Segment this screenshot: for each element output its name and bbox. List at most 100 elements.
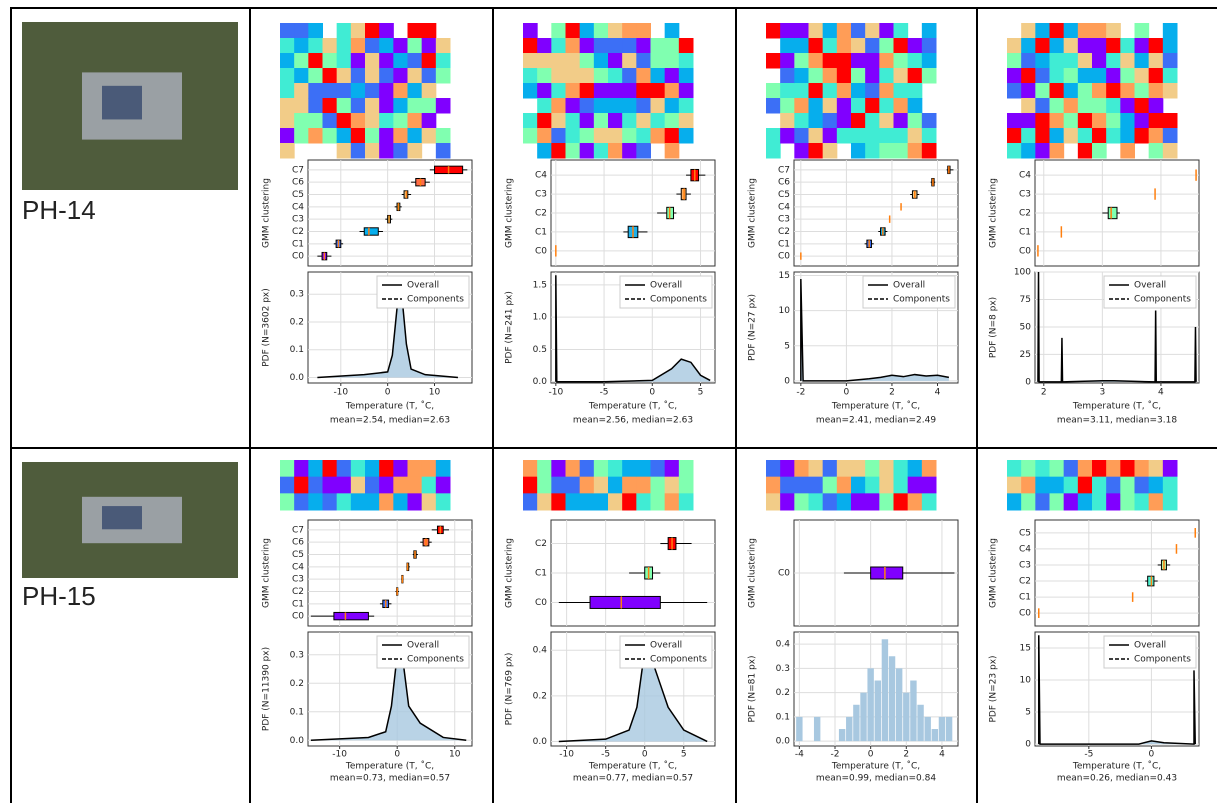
y-axis-label: GMM clustering: [989, 178, 999, 248]
legend-label: Overall: [650, 641, 682, 651]
heatmap-cell: [1077, 38, 1093, 54]
heatmap-cell: [636, 38, 651, 54]
heatmap-cell: [322, 128, 338, 144]
heatmap-cell: [907, 113, 923, 129]
heatmap-cell: [608, 98, 623, 114]
y-tick-label: 0.5: [533, 345, 547, 355]
category-label: C7: [292, 525, 304, 535]
box-axes: [307, 159, 473, 267]
heatmap-cell: [636, 460, 651, 478]
heatmap-cell: [1035, 83, 1050, 99]
y-tick-label: 10: [779, 306, 791, 316]
histogram-bar: [867, 668, 874, 742]
y-tick-label: 0.2: [290, 317, 304, 327]
heatmap-cell: [523, 493, 538, 511]
heatmap-cell: [1148, 53, 1164, 69]
y-tick-label: 10: [1020, 676, 1032, 686]
heatmap-cell: [350, 98, 366, 114]
heatmap-cell: [565, 460, 581, 478]
heatmap-cell: [350, 143, 366, 159]
heatmap-cell: [1148, 38, 1164, 54]
heatmap-cell: [365, 128, 380, 144]
heatmap-cell: [336, 98, 352, 114]
heatmap-cell: [664, 493, 680, 511]
heatmap-cell: [350, 53, 366, 69]
category-label: C1: [535, 227, 547, 237]
heatmap-cell: [1106, 128, 1121, 144]
heatmap-cell: [822, 98, 838, 114]
heatmap-cell: [350, 38, 366, 54]
histogram-bar: [838, 729, 846, 742]
heatmap-cell: [523, 23, 538, 39]
heatmap-cell: [780, 493, 795, 511]
category-label: C5: [292, 550, 304, 560]
category-label: C2: [535, 209, 547, 219]
heatmap-cell: [407, 143, 423, 159]
pdf-axes: [793, 631, 959, 747]
y-axis-label: PDF (N=27 px): [748, 294, 758, 361]
heatmap-cell: [1077, 23, 1093, 39]
heatmap-cell: [608, 460, 623, 478]
x-tick-label: 0: [1149, 750, 1155, 760]
heatmap-cell: [537, 53, 552, 69]
heatmap-cell: [322, 83, 338, 99]
heatmap-cell: [664, 98, 680, 114]
heatmap-cell: [608, 83, 623, 99]
heatmap-cell: [308, 83, 323, 99]
heatmap-cell: [537, 98, 552, 114]
heatmap-cell: [650, 460, 666, 478]
stats-label: mean=0.77, median=0.57: [573, 774, 693, 784]
heatmap-cell: [1092, 83, 1107, 99]
heatmap-cell: [393, 493, 408, 511]
heatmap-cell: [336, 113, 352, 129]
heatmap-cell: [907, 460, 923, 478]
heatmap-cell: [365, 113, 380, 129]
heatmap-cell: [407, 128, 423, 144]
heatmap-cell: [836, 113, 852, 129]
heatmap-cell: [1148, 113, 1164, 129]
legend-box: [619, 635, 713, 669]
heatmap-cell: [650, 113, 666, 129]
heatmap-cell: [551, 23, 566, 39]
heatmap-cell: [808, 53, 824, 69]
heatmap-cell: [336, 143, 352, 159]
heatmap-cell: [678, 476, 694, 494]
heatmap-cell: [608, 38, 623, 54]
heatmap-cell: [1063, 460, 1079, 478]
box: [1107, 206, 1118, 220]
heatmap-cell: [537, 493, 552, 511]
box-axes: [1034, 519, 1200, 627]
heatmap-cell: [421, 53, 437, 69]
heatmap-cell: [393, 83, 408, 99]
heatmap-cell: [664, 143, 680, 159]
heatmap-cell: [1134, 98, 1150, 114]
heatmap-cell: [678, 53, 694, 69]
heatmap-cell: [780, 68, 795, 84]
heatmap-cell: [393, 460, 408, 478]
heatmap-cell: [636, 476, 651, 494]
heatmap-cell: [1063, 23, 1079, 39]
heatmap-cell: [836, 68, 852, 84]
y-axis-label: GMM clustering: [262, 178, 272, 248]
heatmap-cell: [1021, 98, 1036, 114]
x-tick-label: -10: [333, 388, 348, 398]
x-tick-label: -10: [559, 750, 574, 760]
legend-box: [619, 275, 713, 309]
heatmap-cell: [893, 113, 909, 129]
box: [870, 566, 904, 580]
x-tick-label: -5: [600, 388, 609, 398]
histogram-bar: [910, 680, 917, 742]
category-label: C2: [292, 227, 304, 237]
heatmap-cell: [393, 38, 408, 54]
y-tick-label: 15: [779, 271, 790, 281]
histogram-bar: [853, 704, 860, 742]
site-label: PH-15: [22, 581, 96, 611]
heatmap-cell: [608, 128, 623, 144]
heatmap-cell: [379, 38, 394, 54]
heatmap-cell: [650, 476, 666, 494]
heatmap-cell: [523, 128, 538, 144]
heatmap-cell: [593, 83, 609, 99]
heatmap-cell: [822, 53, 838, 69]
heatmap-cell: [294, 476, 309, 494]
legend-label: Overall: [407, 281, 439, 291]
